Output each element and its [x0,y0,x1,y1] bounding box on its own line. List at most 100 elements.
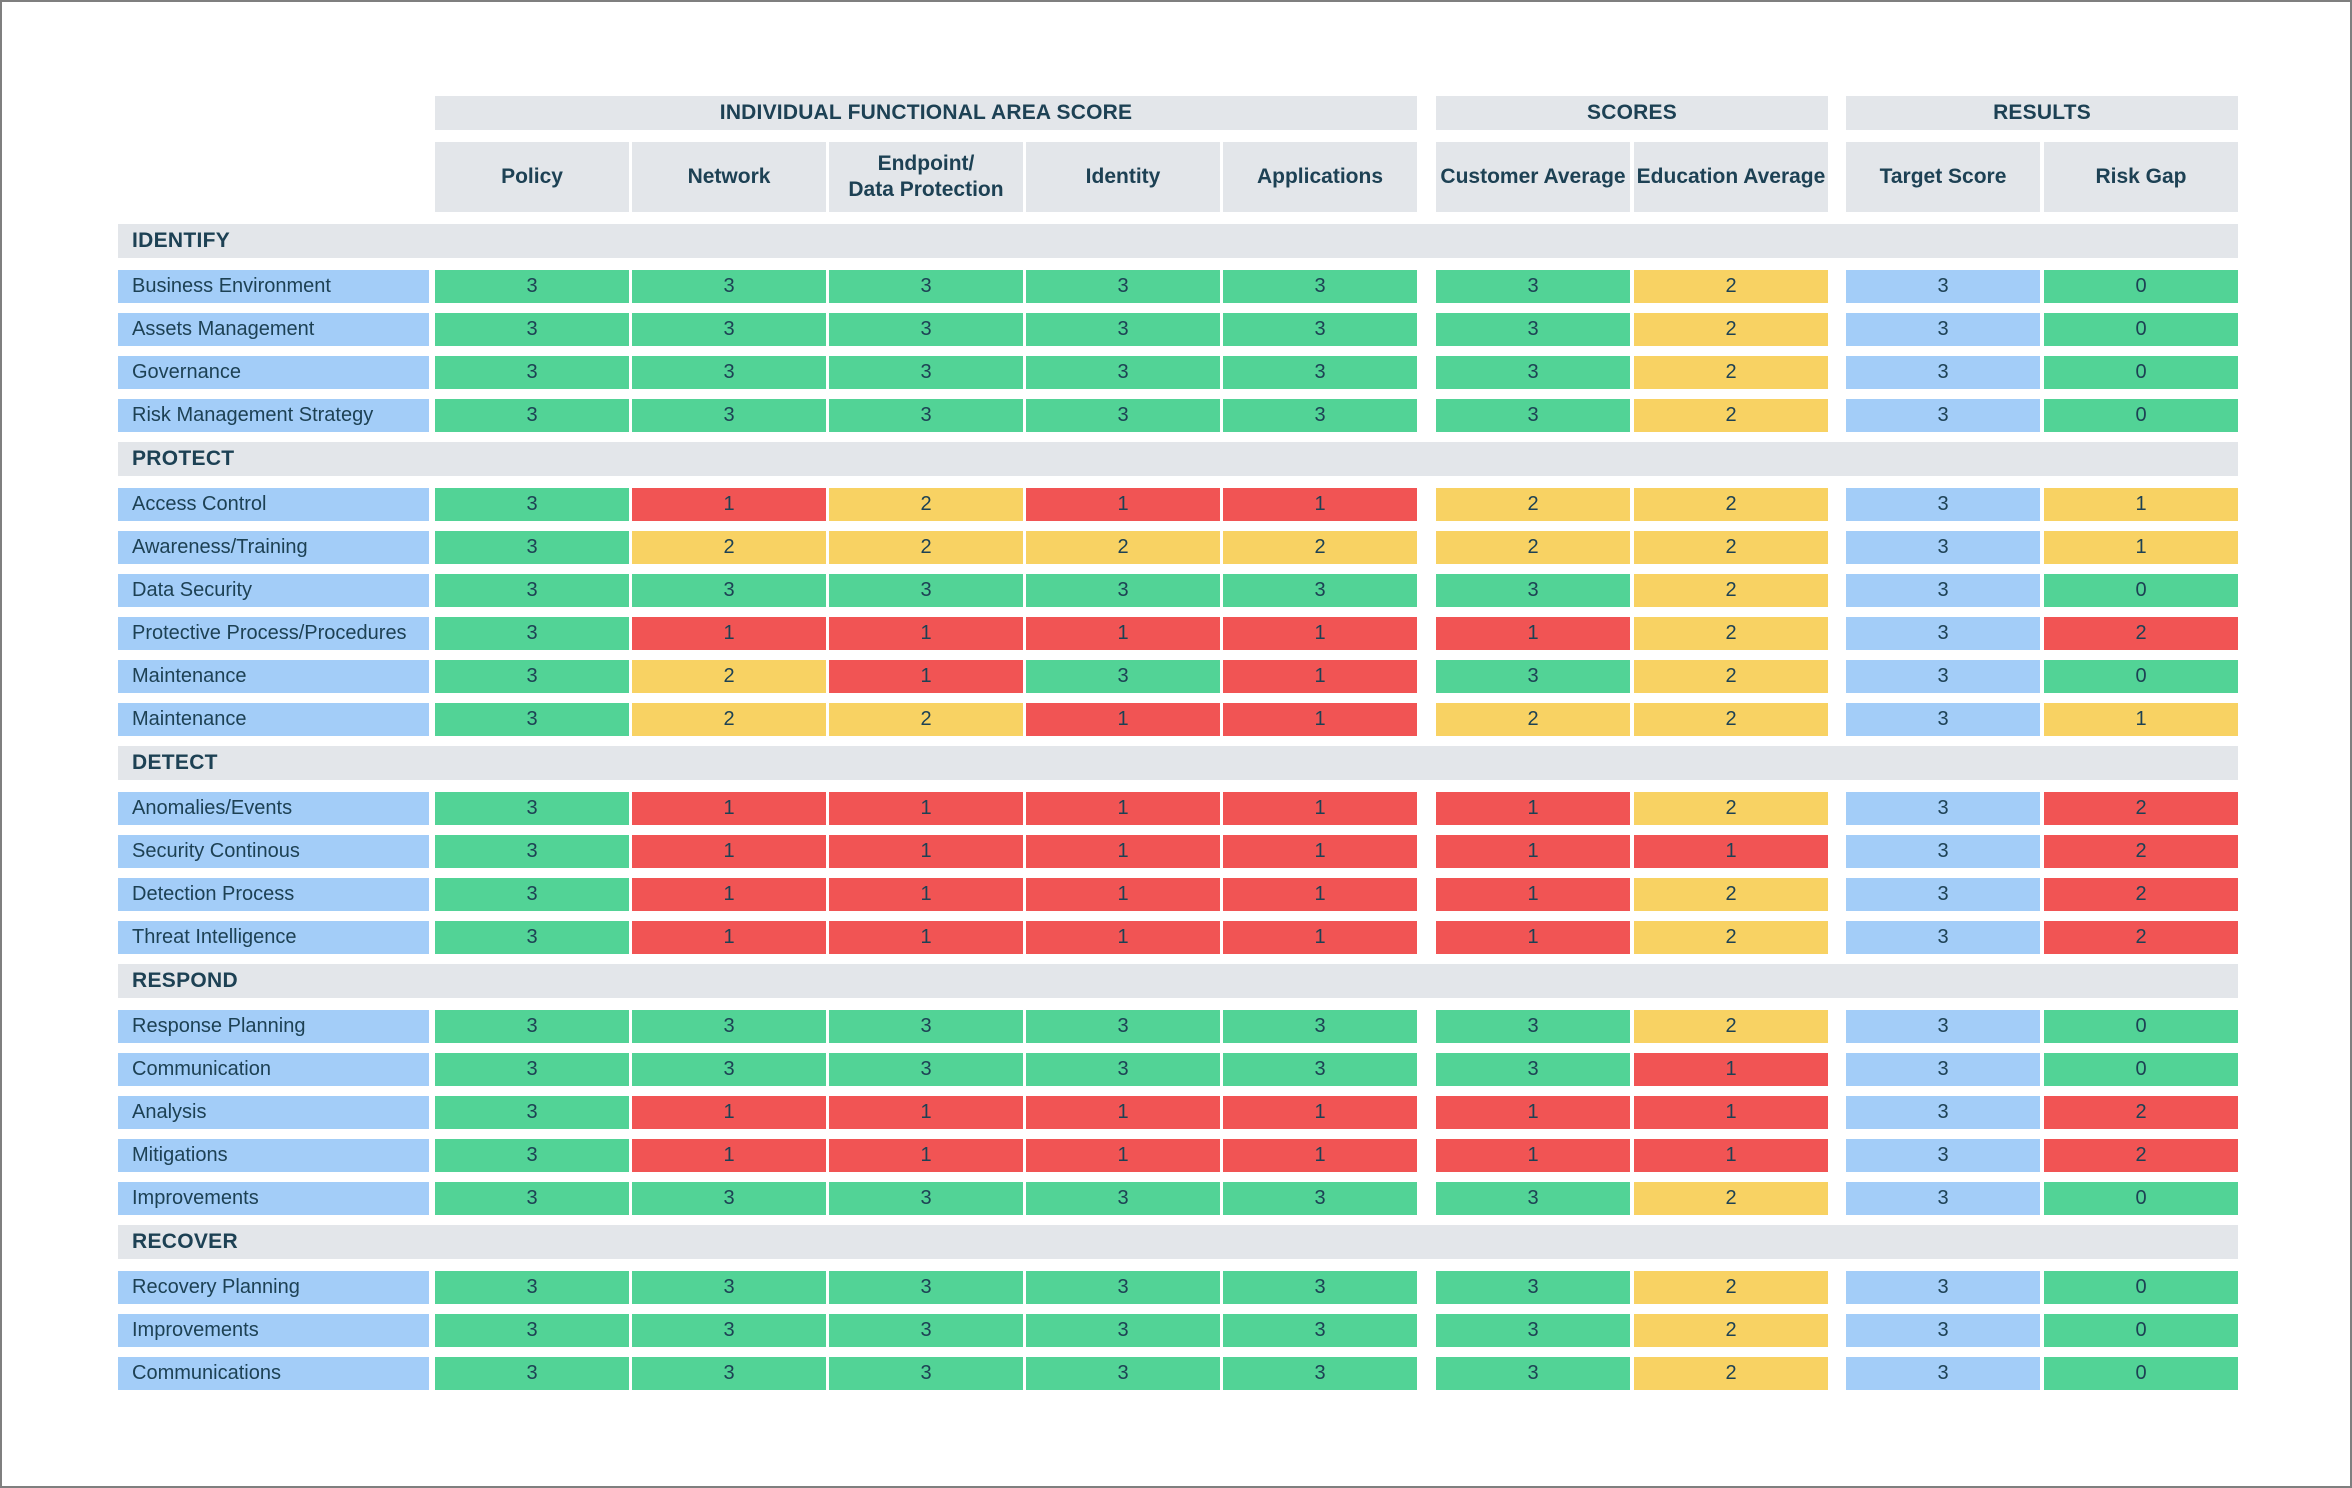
row-label: Data Security [118,574,429,607]
row-label: Anomalies/Events [118,792,429,825]
table-row: Governance 3 3 3 3 3 3 2 3 0 [118,356,2238,389]
score-cell: 1 [829,921,1023,954]
score-cell: 1 [1026,921,1220,954]
education-average-cell: 2 [1634,574,1828,607]
score-cell: 3 [829,1357,1023,1390]
section-row-identify: IDENTIFY [118,224,2238,258]
row-label: Awareness/Training [118,531,429,564]
table-row: Access Control 3 1 2 1 1 2 2 3 1 [118,488,2238,521]
customer-average-cell: 2 [1436,531,1630,564]
column-header-policy: Policy [435,142,629,212]
target-score-cell: 3 [1846,1314,2040,1347]
customer-average-cell: 3 [1436,1314,1630,1347]
group-header-individual-functional-area-score: INDIVIDUAL FUNCTIONAL AREA SCORE [435,96,1417,130]
score-cell: 3 [1223,1053,1417,1086]
risk-gap-cell: 0 [2044,1053,2238,1086]
target-score-cell: 3 [1846,270,2040,303]
score-cell: 3 [632,1314,826,1347]
section-band-detect: DETECT [118,746,2238,780]
education-average-cell: 2 [1634,1182,1828,1215]
table-row: Analysis 3 1 1 1 1 1 1 3 2 [118,1096,2238,1129]
target-score-cell: 3 [1846,703,2040,736]
customer-average-cell: 1 [1436,1096,1630,1129]
score-cell: 3 [1223,270,1417,303]
customer-average-cell: 1 [1436,617,1630,650]
score-cell: 3 [1026,1314,1220,1347]
risk-gap-cell: 1 [2044,488,2238,521]
score-cell: 2 [632,660,826,693]
risk-gap-cell: 0 [2044,1357,2238,1390]
section-row-protect: PROTECT [118,442,2238,476]
risk-gap-cell: 0 [2044,1314,2238,1347]
section-band-respond: RESPOND [118,964,2238,998]
row-label: Analysis [118,1096,429,1129]
score-cell: 3 [1026,399,1220,432]
risk-gap-cell: 2 [2044,878,2238,911]
table-row: Improvements 3 3 3 3 3 3 2 3 0 [118,1314,2238,1347]
risk-gap-cell: 0 [2044,313,2238,346]
score-cell: 3 [435,1182,629,1215]
target-score-cell: 3 [1846,531,2040,564]
score-cell: 1 [1223,792,1417,825]
score-cell: 3 [1223,1182,1417,1215]
section-row-respond: RESPOND [118,964,2238,998]
score-cell: 3 [829,399,1023,432]
table-row: Risk Management Strategy 3 3 3 3 3 3 2 3 0 [118,399,2238,432]
score-cell: 1 [632,921,826,954]
table-row: Data Security 3 3 3 3 3 3 2 3 0 [118,574,2238,607]
risk-gap-cell: 0 [2044,1182,2238,1215]
score-cell: 1 [1026,488,1220,521]
score-cell: 3 [435,356,629,389]
target-score-cell: 3 [1846,1096,2040,1129]
table-row: Protective Process/Procedures 3 1 1 1 1 1 2 3 2 [118,617,2238,650]
score-cell: 3 [435,1010,629,1043]
header-group-row: INDIVIDUAL FUNCTIONAL AREA SCORE SCORES … [118,96,2238,130]
target-score-cell: 3 [1846,921,2040,954]
score-cell: 1 [1223,921,1417,954]
score-cell: 1 [1026,835,1220,868]
target-score-cell: 3 [1846,878,2040,911]
score-cell: 2 [1026,531,1220,564]
risk-gap-cell: 2 [2044,835,2238,868]
score-cell: 1 [1223,617,1417,650]
target-score-cell: 3 [1846,1053,2040,1086]
education-average-cell: 1 [1634,1096,1828,1129]
customer-average-cell: 1 [1436,835,1630,868]
score-cell: 3 [435,921,629,954]
column-header-education-average: Education Average [1634,142,1828,212]
customer-average-cell: 2 [1436,703,1630,736]
score-cell: 3 [1223,313,1417,346]
score-cell: 3 [829,1271,1023,1304]
risk-gap-cell: 0 [2044,1010,2238,1043]
table-row: Awareness/Training 3 2 2 2 2 2 2 3 1 [118,531,2238,564]
score-cell: 1 [1223,660,1417,693]
score-cell: 1 [829,1139,1023,1172]
score-cell: 3 [435,574,629,607]
column-header-row: Policy Network Endpoint/ Data Protection… [118,142,2238,212]
score-cell: 2 [829,703,1023,736]
education-average-cell: 2 [1634,1314,1828,1347]
score-cell: 3 [1026,574,1220,607]
score-cell: 1 [632,1139,826,1172]
score-cell: 3 [435,878,629,911]
score-cell: 1 [1223,1096,1417,1129]
score-cell: 3 [632,356,826,389]
score-cell: 3 [1026,356,1220,389]
score-cell: 3 [1223,1271,1417,1304]
score-cell: 3 [435,1271,629,1304]
education-average-cell: 2 [1634,1271,1828,1304]
score-cell: 3 [632,1182,826,1215]
score-cell: 1 [632,617,826,650]
score-cell: 3 [1026,1182,1220,1215]
score-cell: 3 [1223,1357,1417,1390]
score-cell: 3 [435,1314,629,1347]
customer-average-cell: 3 [1436,1010,1630,1043]
score-cell: 1 [829,835,1023,868]
score-cell: 3 [632,1010,826,1043]
table-row: Communication 3 3 3 3 3 3 1 3 0 [118,1053,2238,1086]
score-cell: 3 [435,792,629,825]
score-cell: 3 [632,1053,826,1086]
section-row-detect: DETECT [118,746,2238,780]
customer-average-cell: 3 [1436,1053,1630,1086]
education-average-cell: 2 [1634,921,1828,954]
